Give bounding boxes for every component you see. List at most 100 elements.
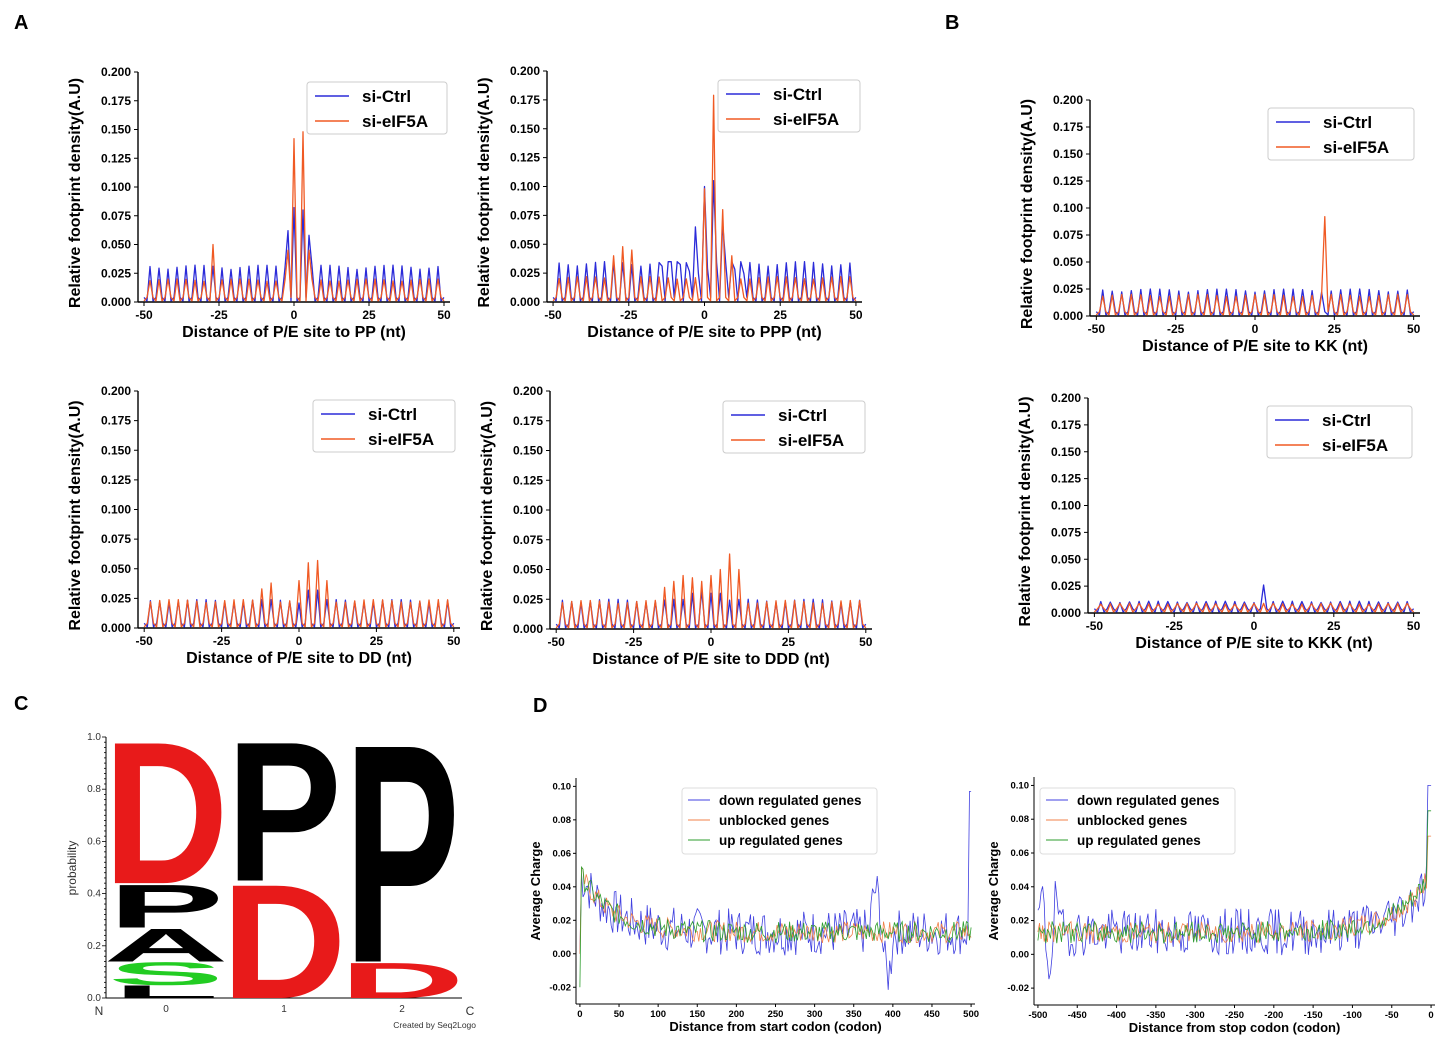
y-tick-label: 0.150 <box>1053 147 1083 161</box>
y-tick-label: 0.075 <box>1051 525 1081 539</box>
y-tick-label: 0.025 <box>513 592 543 606</box>
y-tick-label: 0.050 <box>101 238 131 252</box>
x-tick-label: -300 <box>1186 1010 1205 1021</box>
x-tick-label: -50 <box>548 635 566 649</box>
y-tick-label: 1.0 <box>87 732 101 743</box>
y-tick-label: 0.0 <box>87 993 101 1004</box>
logo-letter: S <box>108 956 224 992</box>
y-tick-label: 0.200 <box>1053 93 1083 107</box>
y-axis-label: Average Charge <box>986 841 1001 940</box>
x-tick-label: -500 <box>1028 1010 1047 1021</box>
logo-credit: Created by Seq2Logo <box>393 1020 476 1030</box>
x-tick-label: -50 <box>544 308 562 322</box>
series-line-ctrl <box>1095 288 1415 316</box>
chart-stop: -0.020.000.020.040.060.080.10-500 -450 -40… <box>986 777 1435 1035</box>
y-tick-label: 0.100 <box>1053 201 1083 215</box>
y-axis-label: Relative footprint density(A.U) <box>476 77 493 307</box>
legend-label: si-Ctrl <box>1323 113 1372 132</box>
y-tick-label: 0.025 <box>1053 282 1083 296</box>
y-tick-label: 0.025 <box>1051 579 1081 593</box>
x-tick-label: -25 <box>1167 322 1185 336</box>
series-line-ctrl <box>552 180 857 302</box>
legend-label: si-eIF5A <box>773 110 839 129</box>
y-tick-label: 0.075 <box>1053 228 1083 242</box>
y-tick-label: 0.150 <box>1051 445 1081 459</box>
x-tick-label: -50 <box>135 308 153 322</box>
legend-label: up regulated genes <box>1077 833 1201 848</box>
x-tick-label: 0 <box>1251 619 1258 633</box>
y-axis-label: Relative footprint density(A.U) <box>1017 396 1034 626</box>
logo-letter: P <box>226 700 342 923</box>
y-tick-label: 0.100 <box>510 180 540 194</box>
y-tick-label: 0.100 <box>101 503 131 517</box>
legend: si-Ctrl si-eIF5A <box>1267 107 1415 161</box>
x-tick-label: 25 <box>774 308 788 322</box>
y-tick-label: 0.08 <box>1011 814 1030 825</box>
legend-label: down regulated genes <box>719 793 862 808</box>
y-tick-label: 0.125 <box>513 473 543 487</box>
logo-letter: L <box>113 982 219 1002</box>
x-tick-label: 1 <box>281 1004 287 1015</box>
y-tick-label: 0.00 <box>1011 949 1030 960</box>
series-line-unblocked <box>579 867 972 954</box>
x-tick-label: 25 <box>362 308 376 322</box>
y-tick-label: 0.175 <box>510 93 540 107</box>
series-line-up <box>1037 810 1432 944</box>
y-axis-label: Average Charge <box>528 841 543 940</box>
x-tick-label: 100 <box>650 1009 666 1020</box>
x-tick-label: 200 <box>728 1009 744 1020</box>
legend: si-Ctrl si-eIF5A <box>312 399 456 453</box>
y-tick-label: 0.6 <box>87 836 101 847</box>
x-tick-label: 0 <box>1252 322 1259 336</box>
series-line-eif5a <box>143 559 455 628</box>
y-axis-label: Relative footprint density(A.U) <box>67 78 84 308</box>
x-tick-label: -25 <box>620 308 638 322</box>
x-tick-label: 0 <box>296 634 303 648</box>
y-tick-label: 0.000 <box>1051 606 1081 620</box>
x-tick-label: -400 <box>1107 1010 1126 1021</box>
n-terminus-label: N <box>95 1004 104 1018</box>
y-tick-label: 0.175 <box>101 94 131 108</box>
series-line-unblocked <box>1037 835 1432 945</box>
chart-logo: 0.0 0.2 0.4 0.6 0.8 1.0 probability 0 1 2 N C Create… <box>65 681 476 1033</box>
x-axis-label: Distance from start codon (codon) <box>669 1019 881 1034</box>
y-tick-label: 0.00 <box>553 949 572 960</box>
panel-letter-b: B <box>945 12 959 34</box>
x-tick-label: -50 <box>1088 322 1106 336</box>
x-tick-label: 0 <box>701 308 708 322</box>
legend-label: down regulated genes <box>1077 793 1220 808</box>
panel-letter-a: A <box>14 12 28 34</box>
y-tick-label: 0.175 <box>1051 418 1081 432</box>
y-tick-label: -0.02 <box>549 982 571 993</box>
y-tick-label: 0.175 <box>1053 120 1083 134</box>
legend-label: unblocked genes <box>719 813 829 828</box>
x-tick-label: 25 <box>1327 619 1341 633</box>
series-line-eif5a <box>143 131 445 302</box>
y-tick-label: 0.075 <box>101 209 131 223</box>
y-tick-label: 0.025 <box>510 266 540 280</box>
x-tick-label: 50 <box>1407 619 1421 633</box>
legend: down regulated genes unblocked genes up re… <box>681 787 878 855</box>
x-tick-label: -25 <box>625 635 643 649</box>
x-tick-label: -450 <box>1068 1010 1087 1021</box>
y-tick-label: 0.100 <box>513 503 543 517</box>
legend-label: si-eIF5A <box>1323 138 1389 157</box>
y-tick-label: 0.02 <box>1011 916 1030 927</box>
y-tick-label: 0.025 <box>101 591 131 605</box>
y-tick-label: 0.000 <box>513 622 543 636</box>
x-axis-label: Distance of P/E site to DDD (nt) <box>592 651 829 668</box>
series-line-eif5a <box>1095 215 1415 316</box>
series-line-eif5a <box>555 553 867 629</box>
legend-label: si-eIF5A <box>778 431 844 450</box>
x-tick-label: 25 <box>782 635 796 649</box>
x-tick-label: 50 <box>437 308 451 322</box>
y-tick-label: 0.150 <box>101 123 131 137</box>
x-tick-label: 400 <box>885 1009 901 1020</box>
y-tick-label: 0.125 <box>101 473 131 487</box>
chart-start: -0.02 0.00 0.02 0.04 0.06 0.08 0.10 0 50 100 150 20… <box>528 778 979 1034</box>
y-axis-label: Relative footprint density(A.U) <box>1019 99 1036 329</box>
y-tick-label: 0.04 <box>553 882 572 893</box>
x-tick-label: 50 <box>614 1009 625 1020</box>
